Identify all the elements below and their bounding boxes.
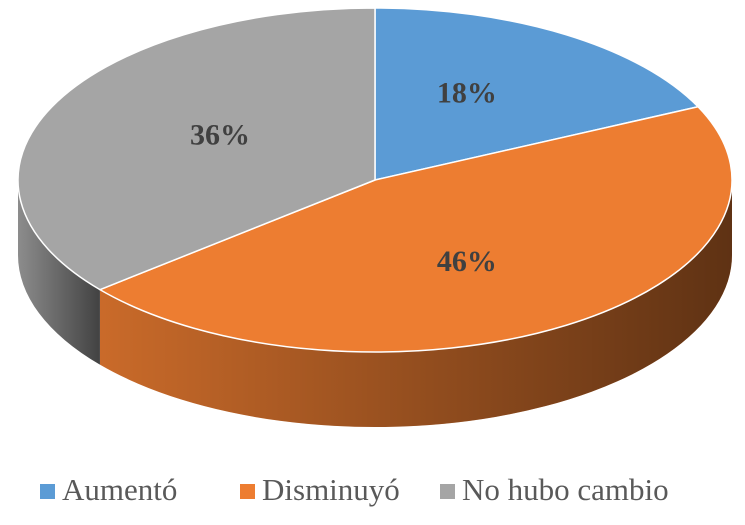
legend-swatch: [440, 484, 455, 499]
pie-slice: [17, 7, 376, 291]
pie-slice: [374, 7, 699, 181]
pie-tops: [17, 7, 733, 353]
legend-swatch: [40, 484, 55, 499]
legend-label: Disminuyó: [262, 472, 400, 507]
data-label: 46%: [437, 245, 497, 278]
legend-swatch: [240, 484, 255, 499]
data-label: 18%: [437, 77, 497, 110]
pie-slice: [99, 106, 733, 353]
data-label: 36%: [190, 118, 250, 151]
side-shade: [99, 180, 733, 428]
side-shade: [18, 180, 100, 365]
data-labels: 18% 46% 36%: [190, 77, 497, 278]
legend-label: Aumentó: [62, 472, 177, 507]
legend-label: No hubo cambio: [462, 472, 669, 507]
pie-sides: [18, 180, 733, 428]
legend: Aumentó Disminuyó No hubo cambio: [40, 472, 669, 507]
